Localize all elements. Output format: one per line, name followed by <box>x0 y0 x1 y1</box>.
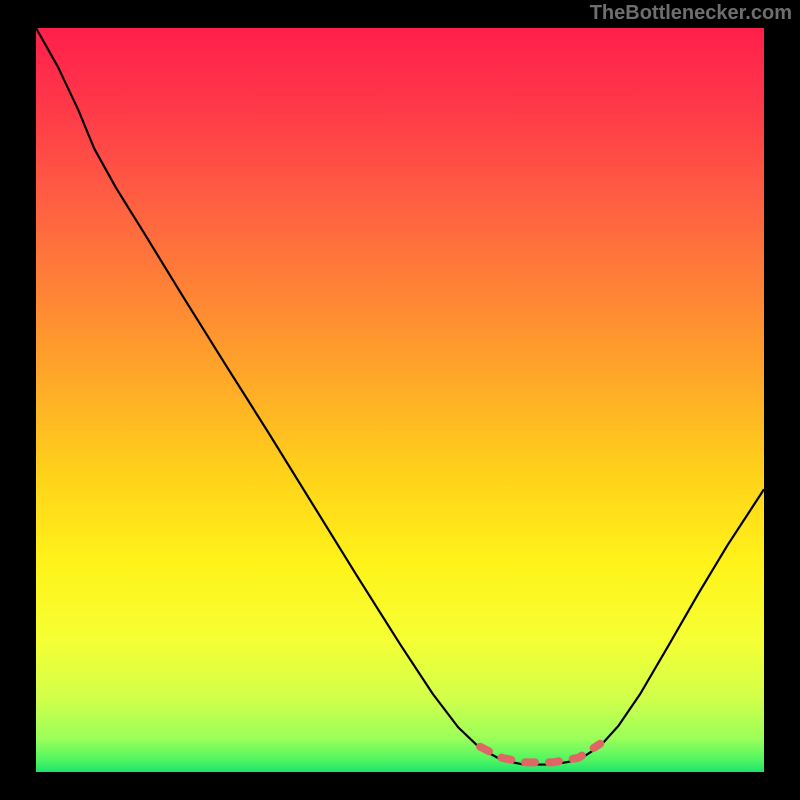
watermark-text: TheBottlenecker.com <box>590 2 792 25</box>
chart-root: TheBottlenecker.com <box>0 0 800 800</box>
valley-highlight <box>36 28 764 772</box>
plot-area <box>36 28 764 772</box>
